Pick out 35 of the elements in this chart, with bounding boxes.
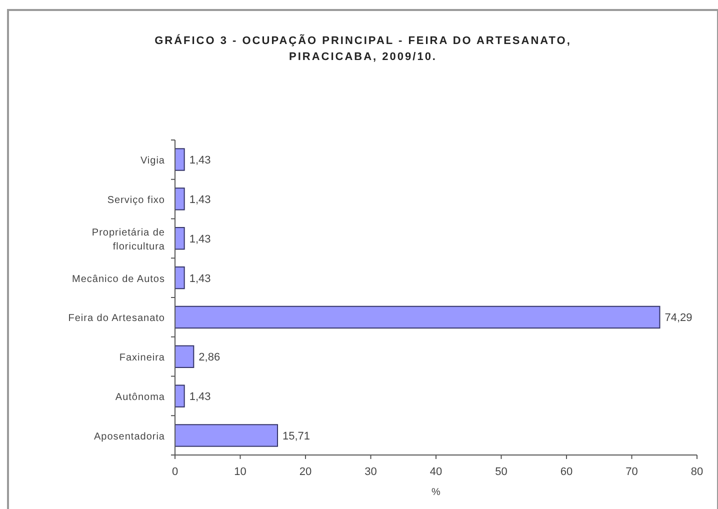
- x-tick-label: 60: [560, 466, 573, 478]
- bar: [174, 424, 278, 447]
- y-tick-label: Feira do Artesanato: [68, 313, 165, 324]
- x-tick-label: 0: [172, 466, 178, 478]
- y-tick-label: Vigia: [140, 156, 165, 167]
- bar: [174, 345, 194, 368]
- data-label: 1,43: [189, 233, 211, 246]
- data-label: 1,43: [189, 272, 211, 285]
- y-tick-label: Aposentadoria: [94, 431, 165, 442]
- bar: [174, 306, 660, 329]
- x-tick-label: 10: [234, 466, 246, 478]
- bar: [174, 384, 185, 408]
- y-tick-label: Faxineira: [119, 352, 165, 364]
- y-tick-label: Serviço fixo: [107, 194, 165, 206]
- x-tick-label: 80: [690, 466, 704, 478]
- x-tick-label: 40: [430, 466, 442, 478]
- y-tick-label: Autônoma: [115, 392, 165, 404]
- x-tick-label: 70: [626, 466, 638, 478]
- x-tick-label: 30: [364, 466, 377, 478]
- data-label: 1,43: [189, 391, 211, 404]
- data-label: 74,29: [664, 312, 692, 324]
- data-label: 2,86: [198, 352, 220, 364]
- data-label: 15,71: [282, 430, 310, 442]
- chart-title: GRÁFICO 3 - OCUPAÇÃO PRINCIPAL - FEIRA DO ARTESANATO, PIRACICABA, 2009/10.: [154, 34, 572, 63]
- data-label: 1,43: [189, 154, 211, 167]
- x-axis-title: %: [432, 487, 441, 498]
- bar: [174, 227, 185, 250]
- x-tick-label: 20: [299, 466, 312, 478]
- bar: [174, 188, 185, 210]
- data-label: 1,43: [189, 194, 211, 206]
- x-tick-label: 50: [495, 466, 508, 478]
- y-tick-label: Proprietária de floricultura: [92, 227, 165, 252]
- bar: [174, 266, 185, 290]
- bar: [174, 148, 185, 171]
- y-tick-label: Mecânico de Autos: [72, 274, 165, 285]
